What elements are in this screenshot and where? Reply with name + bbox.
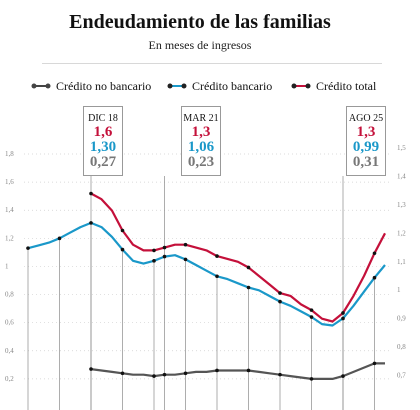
left-axis-tick: 1,4: [5, 206, 14, 214]
data-point: [215, 254, 219, 258]
left-axis-tick: 1,6: [5, 178, 14, 186]
data-point: [183, 257, 188, 262]
data-point: [162, 245, 167, 250]
callout-bancario-value: 1,30: [89, 139, 117, 155]
callout-mar21: MAR 21 1,3 1,06 0,23: [181, 106, 221, 176]
callout-total-value: 1,3: [191, 124, 211, 140]
series-credito-no-bancario: [90, 362, 385, 380]
right-axis-tick: 1,5: [397, 144, 406, 152]
callout-date: AGO 25: [348, 113, 384, 124]
callout-bancario-value: 1,06: [187, 139, 215, 155]
data-point: [246, 265, 251, 270]
right-axis-tick: 0,9: [397, 315, 406, 323]
right-axis-tick: 1,2: [397, 229, 406, 237]
chart-subtitle: En meses de ingresos: [148, 38, 252, 52]
right-axis-tick: 0,7: [397, 372, 406, 380]
callout-ago25: AGO 25 1,3 0,99 0,31: [346, 106, 386, 176]
right-axis-tick: 1,3: [397, 201, 406, 209]
data-point: [120, 247, 125, 252]
title-divider: [42, 63, 382, 64]
data-point: [341, 311, 345, 315]
legend-swatch-bancario: [167, 83, 187, 89]
data-point: [372, 275, 377, 280]
data-point: [278, 291, 282, 295]
data-point: [309, 308, 314, 312]
legend-swatch-total: [291, 83, 311, 89]
data-point: [309, 315, 314, 319]
data-point: [372, 361, 377, 366]
data-point: [120, 371, 125, 376]
left-axis-tick: 0,8: [5, 291, 14, 299]
legend-label-no-bancario: Crédito no bancario: [56, 79, 152, 93]
data-point: [152, 259, 156, 263]
callout-date: DIC 18: [88, 113, 118, 124]
left-axis-tick: 0,4: [5, 347, 14, 355]
right-axis-tick: 1,4: [397, 172, 406, 180]
data-point: [26, 246, 30, 250]
data-point: [152, 374, 156, 378]
data-point: [120, 228, 125, 233]
data-point: [183, 371, 188, 376]
chart-legend: Crédito no bancario Crédito bancario Cré…: [0, 79, 420, 95]
left-axis-tick: 0,2: [5, 375, 14, 383]
data-point: [278, 299, 282, 304]
right-axis-tick: 1: [397, 286, 401, 294]
series-credito-bancario: [27, 221, 386, 327]
legend-label-bancario: Crédito bancario: [192, 79, 273, 93]
data-point: [162, 372, 167, 377]
data-point: [372, 251, 377, 256]
left-axis-tick: 0,6: [5, 319, 14, 327]
callout-dic18: DIC 18 1,6 1,30 0,27: [83, 106, 123, 176]
callout-no-bancario-value: 0,23: [187, 154, 215, 170]
legend-label-total: Crédito total: [316, 79, 377, 93]
data-point: [341, 374, 345, 378]
callout-total-value: 1,3: [356, 124, 376, 140]
callout-no-bancario-value: 0,31: [352, 154, 380, 170]
legend-swatch-no-bancario: [31, 83, 51, 89]
data-point: [89, 191, 93, 196]
data-point: [309, 377, 314, 381]
data-point: [246, 285, 251, 290]
right-axis-tick: 1,1: [397, 258, 406, 266]
data-point: [57, 236, 62, 241]
chart-title: Endeudamiento de las familias: [69, 11, 331, 33]
left-axis-tick: 1,2: [5, 234, 14, 242]
left-axis-tick: 1: [5, 262, 9, 270]
data-point: [183, 242, 188, 247]
data-point: [278, 372, 282, 377]
callout-no-bancario-value: 0,27: [89, 154, 117, 170]
series-credito-total: [90, 192, 386, 323]
data-point: [215, 368, 219, 373]
data-point: [152, 248, 156, 253]
callout-date: MAR 21: [183, 113, 219, 124]
data-point: [215, 274, 219, 279]
data-point: [89, 221, 93, 225]
left-axis-tick: 1,8: [5, 150, 14, 158]
data-point: [341, 316, 345, 321]
data-point: [162, 254, 167, 259]
data-point: [89, 367, 93, 371]
callout-total-value: 1,6: [93, 124, 113, 140]
right-axis-tick: 0,8: [397, 343, 406, 351]
callout-bancario-value: 0,99: [352, 139, 380, 155]
data-point: [246, 368, 251, 373]
